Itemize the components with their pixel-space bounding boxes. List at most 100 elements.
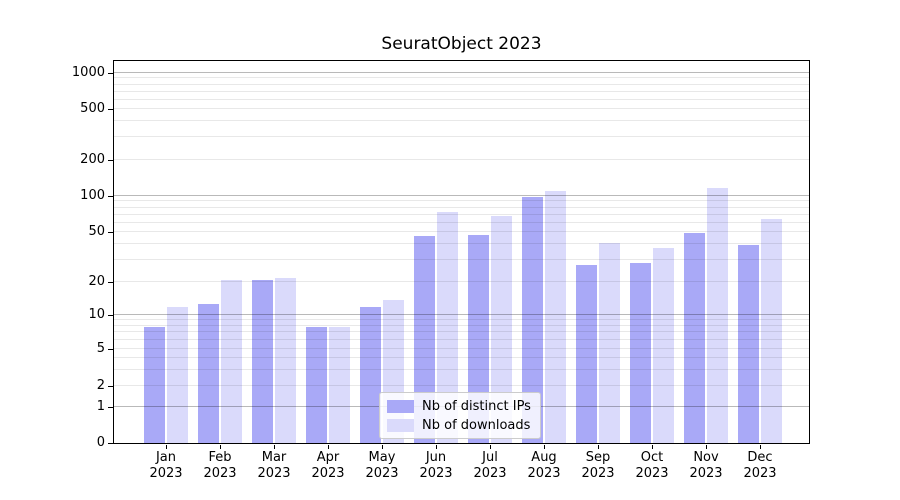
y-tick-label-10: 10 xyxy=(88,307,105,322)
chart-title: SeuratObject 2023 xyxy=(381,34,542,54)
minor-gridline-30 xyxy=(114,259,809,260)
y-tick-5 xyxy=(108,349,113,350)
x-tick-label-oct: Oct 2023 xyxy=(635,450,669,481)
minor-gridline-800 xyxy=(114,84,809,85)
x-tick-label-mar: Mar 2023 xyxy=(257,450,291,481)
x-tick-jun xyxy=(436,445,437,449)
bar-downloads-nov xyxy=(707,188,728,443)
bar-downloads-mar xyxy=(275,278,296,443)
y-tick-0 xyxy=(108,443,113,444)
x-tick-jul xyxy=(490,445,491,449)
major-gridline-10 xyxy=(114,314,809,315)
x-tick-apr xyxy=(328,445,329,449)
bar-ips-jul xyxy=(468,235,489,443)
bar-ips-apr xyxy=(306,327,327,443)
legend-label: Nb of downloads xyxy=(422,417,531,433)
bar-downloads-jul xyxy=(491,216,512,443)
bar-ips-dec xyxy=(738,245,759,443)
minor-gridline-7 xyxy=(114,331,809,332)
minor-gridline-60 xyxy=(114,222,809,223)
plot-area xyxy=(113,60,810,444)
minor-gridline-90 xyxy=(114,200,809,201)
bar-ips-sep xyxy=(576,265,597,443)
bar-downloads-feb xyxy=(221,280,242,443)
y-tick-20 xyxy=(108,282,113,283)
major-gridline-1000 xyxy=(114,72,809,73)
y-tick-label-1000: 1000 xyxy=(71,65,105,80)
x-tick-oct xyxy=(652,445,653,449)
minor-gridline-6 xyxy=(114,339,809,340)
bar-ips-mar xyxy=(252,280,273,443)
major-gridline-100 xyxy=(114,195,809,196)
x-tick-label-jun: Jun 2023 xyxy=(419,450,453,481)
y-tick-label-200: 200 xyxy=(80,152,105,167)
x-tick-label-aug: Aug 2023 xyxy=(527,450,561,481)
legend-swatch-icon xyxy=(387,418,414,432)
y-tick-label-0: 0 xyxy=(96,435,105,450)
minor-gridline-3 xyxy=(114,369,809,370)
bar-ips-may xyxy=(360,307,381,443)
y-tick-100 xyxy=(108,196,113,197)
y-tick-label-2: 2 xyxy=(96,378,105,393)
x-tick-label-feb: Feb 2023 xyxy=(203,450,237,481)
x-tick-label-apr: Apr 2023 xyxy=(311,450,345,481)
x-tick-feb xyxy=(220,445,221,449)
x-tick-label-jan: Jan 2023 xyxy=(149,450,183,481)
minor-gridline-50 xyxy=(114,231,809,232)
y-tick-label-50: 50 xyxy=(88,224,105,239)
minor-gridline-600 xyxy=(114,99,809,100)
bar-ips-oct xyxy=(630,263,651,443)
x-tick-may xyxy=(382,445,383,449)
bar-downloads-aug xyxy=(545,191,566,443)
minor-gridline-200 xyxy=(114,159,809,160)
y-tick-label-1: 1 xyxy=(96,399,105,414)
minor-gridline-5 xyxy=(114,348,809,349)
minor-gridline-2 xyxy=(114,385,809,386)
minor-gridline-700 xyxy=(114,91,809,92)
y-tick-200 xyxy=(108,160,113,161)
x-tick-label-jul: Jul 2023 xyxy=(473,450,507,481)
y-tick-1 xyxy=(108,407,113,408)
bar-downloads-oct xyxy=(653,248,674,443)
y-tick-label-5: 5 xyxy=(96,341,105,356)
bar-ips-aug xyxy=(522,197,543,443)
legend-label: Nb of distinct IPs xyxy=(422,398,531,414)
bar-downloads-apr xyxy=(329,327,350,443)
minor-gridline-70 xyxy=(114,214,809,215)
y-tick-1000 xyxy=(108,73,113,74)
x-tick-aug xyxy=(544,445,545,449)
minor-gridline-4 xyxy=(114,357,809,358)
legend-swatch-icon xyxy=(387,399,414,413)
y-tick-2 xyxy=(108,386,113,387)
y-tick-label-500: 500 xyxy=(80,101,105,116)
minor-gridline-8 xyxy=(114,325,809,326)
y-tick-500 xyxy=(108,109,113,110)
minor-gridline-20 xyxy=(114,281,809,282)
legend-item-distinct-ips: Nb of distinct IPs xyxy=(387,398,531,414)
x-tick-label-nov: Nov 2023 xyxy=(689,450,723,481)
minor-gridline-9 xyxy=(114,319,809,320)
minor-gridline-80 xyxy=(114,207,809,208)
y-tick-label-20: 20 xyxy=(88,274,105,289)
legend-item-downloads: Nb of downloads xyxy=(387,417,531,433)
bar-ips-feb xyxy=(198,304,219,443)
minor-gridline-500 xyxy=(114,108,809,109)
x-tick-jan xyxy=(166,445,167,449)
bar-downloads-jun xyxy=(437,212,458,443)
minor-gridline-300 xyxy=(114,136,809,137)
x-tick-nov xyxy=(706,445,707,449)
x-tick-label-sep: Sep 2023 xyxy=(581,450,615,481)
y-tick-50 xyxy=(108,232,113,233)
x-tick-sep xyxy=(598,445,599,449)
minor-gridline-900 xyxy=(114,77,809,78)
y-tick-label-100: 100 xyxy=(80,188,105,203)
x-tick-mar xyxy=(274,445,275,449)
legend: Nb of distinct IPs Nb of downloads xyxy=(379,392,541,439)
bar-downloads-sep xyxy=(599,243,620,443)
x-tick-dec xyxy=(760,445,761,449)
x-tick-label-dec: Dec 2023 xyxy=(743,450,777,481)
minor-gridline-40 xyxy=(114,243,809,244)
y-tick-10 xyxy=(108,315,113,316)
bar-downloads-jan xyxy=(167,307,188,443)
